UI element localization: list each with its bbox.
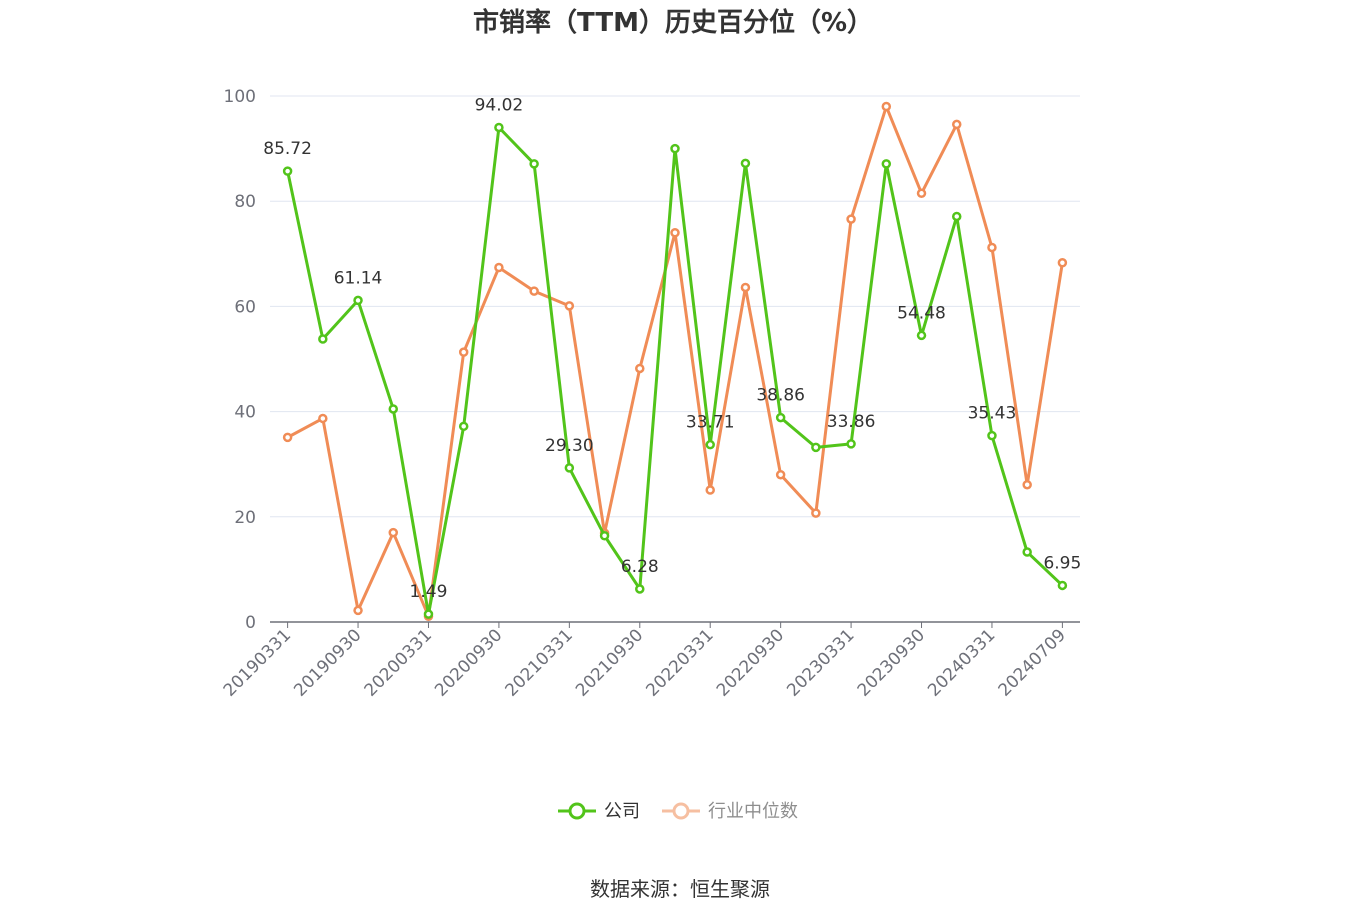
data-point: [1022, 547, 1032, 557]
y-tick-label: 80: [234, 192, 256, 212]
x-tick-label: 20240331: [924, 625, 999, 700]
x-tick-label: 20210331: [502, 625, 577, 700]
data-point: [987, 430, 997, 441]
data-label: 1.49: [410, 582, 448, 602]
y-tick-label: 0: [245, 613, 256, 633]
legend: 公司 行业中位数: [558, 801, 798, 822]
data-point: [458, 421, 469, 432]
data-point: [740, 158, 751, 169]
data-source: 数据来源：恒生聚源: [590, 877, 770, 901]
legend-marker: [568, 802, 586, 820]
data-point: [951, 119, 962, 130]
data-point: [564, 463, 575, 473]
legend-item-1: 行业中位数: [662, 801, 798, 822]
data-label: 33.71: [686, 413, 735, 433]
x-tick-label: 20200331: [361, 625, 436, 700]
series-line: [286, 125, 1064, 616]
data-label: 6.28: [621, 557, 659, 577]
data-labels: 85.72 61.14 1.49 94.02 29.30 6.28 33.71 38.86 33…: [263, 95, 1081, 602]
data-point: [494, 262, 504, 273]
data-point: [494, 122, 504, 133]
data-point: [282, 166, 293, 176]
data-point: [775, 412, 786, 423]
data-point: [564, 301, 575, 311]
data-point: [635, 363, 645, 374]
data-label: 6.95: [1043, 553, 1081, 573]
data-label: 54.48: [897, 303, 946, 323]
data-label: 38.86: [756, 386, 805, 406]
data-point: [1022, 479, 1032, 490]
series-line: [286, 105, 1064, 618]
y-tick-label: 40: [234, 403, 256, 423]
x-tick-label: 20230331: [783, 625, 858, 700]
x-tick-label: 20240709: [995, 625, 1070, 700]
x-tick-label: 20190331: [220, 625, 295, 700]
x-tick-label: 20220331: [642, 625, 717, 700]
data-label: 35.43: [968, 404, 1017, 424]
data-point: [670, 228, 680, 238]
data-label: 33.86: [827, 412, 876, 432]
data-label: 29.30: [545, 436, 594, 456]
data-point: [916, 188, 927, 199]
series-0: [282, 122, 1068, 619]
data-point: [846, 214, 856, 224]
data-point: [458, 347, 469, 357]
legend-item-0: 公司: [558, 801, 640, 822]
data-point: [846, 439, 856, 449]
legend-label: 公司: [604, 801, 640, 822]
data-point: [282, 432, 293, 443]
y-tick-label: 100: [224, 87, 256, 107]
data-point: [1057, 580, 1068, 591]
data-label: 85.72: [263, 139, 312, 159]
data-point: [1057, 257, 1068, 268]
data-point: [740, 282, 751, 293]
x-tick-label: 20220930: [713, 625, 788, 700]
legend-marker: [672, 802, 690, 820]
data-point: [705, 439, 715, 450]
data-point: [599, 530, 610, 541]
data-point: [670, 143, 680, 154]
x-tick-label: 20210930: [572, 625, 647, 700]
data-point: [775, 469, 786, 480]
legend-label: 行业中位数: [708, 801, 798, 822]
data-point: [353, 605, 363, 616]
data-point: [318, 413, 328, 424]
data-point: [881, 101, 892, 112]
data-point: [529, 286, 539, 296]
data-point: [811, 442, 821, 453]
data-point: [353, 295, 363, 306]
x-tick-label: 20230930: [854, 625, 929, 700]
y-tick-label: 20: [234, 508, 256, 528]
data-point: [388, 527, 399, 538]
data-point: [635, 584, 645, 594]
axes: 0 20 40 60 80 100 2019033120190930202003312020…: [220, 87, 1080, 701]
grid-lines: [270, 95, 1080, 518]
data-label: 94.02: [475, 95, 524, 115]
x-tick-label: 20200930: [431, 625, 506, 700]
series-1: [282, 101, 1068, 621]
data-point: [987, 242, 997, 253]
chart-title: 市销率（TTM）历史百分位（%）: [473, 7, 873, 38]
data-point: [529, 159, 539, 169]
data-point: [318, 334, 328, 344]
data-point: [388, 404, 399, 414]
data-point: [951, 211, 962, 222]
data-point: [881, 159, 892, 169]
data-label: 61.14: [334, 268, 383, 288]
data-point: [916, 330, 927, 341]
data-point: [705, 485, 715, 495]
series-layer: [282, 101, 1068, 621]
y-tick-label: 60: [234, 297, 256, 317]
x-tick-label: 20190930: [290, 625, 365, 700]
data-point: [811, 508, 821, 518]
data-point: [423, 609, 434, 619]
